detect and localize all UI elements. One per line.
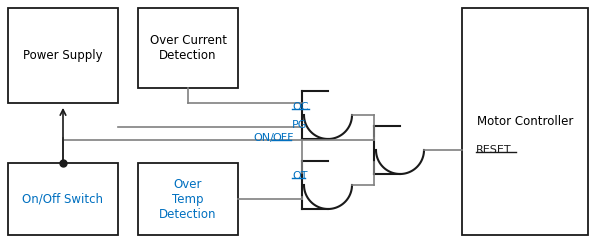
Text: Motor Controller: Motor Controller: [477, 115, 573, 128]
Text: Over
Temp
Detection: Over Temp Detection: [159, 177, 217, 220]
Text: PG: PG: [292, 120, 308, 130]
Text: Power Supply: Power Supply: [23, 49, 103, 62]
Text: OFF: OFF: [272, 133, 293, 143]
Bar: [462, 8, 588, 235]
Bar: [138, 8, 238, 88]
Text: Over Current
Detection: Over Current Detection: [149, 34, 227, 62]
Text: OT: OT: [292, 171, 308, 181]
Text: RESET: RESET: [476, 145, 512, 155]
Bar: [8, 163, 118, 235]
Text: OC: OC: [292, 102, 308, 112]
Text: On/Off Switch: On/Off Switch: [23, 192, 104, 206]
Text: ON/: ON/: [253, 133, 274, 143]
Bar: [138, 163, 238, 235]
Bar: [8, 8, 118, 103]
